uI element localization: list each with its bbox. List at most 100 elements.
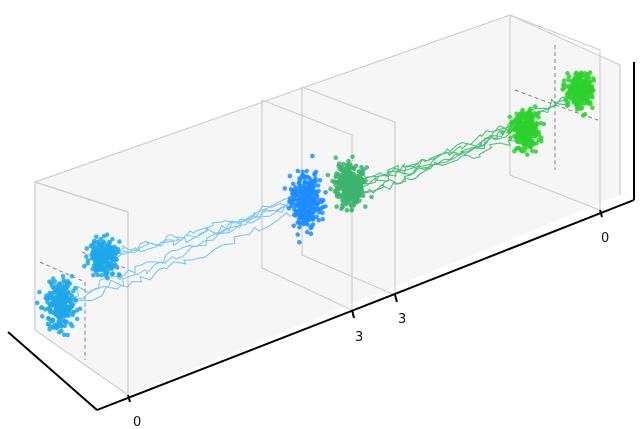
cluster-point-right-t3 <box>369 194 374 200</box>
cluster-point-right-t0-b <box>583 79 589 84</box>
cluster-point-left-t3 <box>323 190 328 195</box>
cluster-point-right-t3 <box>360 193 366 198</box>
cluster-point-left-t3 <box>308 231 314 236</box>
cluster-point-left-t0-b <box>112 262 118 267</box>
cluster-point-right-t0-a <box>511 127 517 132</box>
cluster-point-left-t0-b <box>102 248 108 254</box>
cluster-point-right-t0-a <box>518 147 524 153</box>
cluster-point-left-t0-a <box>63 313 68 319</box>
cluster-point-left-t3 <box>308 213 313 218</box>
cluster-point-right-t0-a <box>536 110 541 116</box>
cluster-point-left-t3 <box>306 184 312 189</box>
cluster-point-left-t3 <box>320 216 326 222</box>
cluster-point-right-t3 <box>351 181 356 186</box>
cluster-point-left-t3 <box>314 214 319 220</box>
cluster-point-left-t3 <box>290 198 296 203</box>
cluster-point-left-t0-a <box>71 310 76 315</box>
cluster-point-right-t3 <box>340 181 346 186</box>
cluster-point-right-t0-a <box>524 152 530 157</box>
cluster-point-left-t0-b <box>110 236 115 242</box>
cluster-point-right-t0-a <box>534 121 540 126</box>
cluster-point-right-t3 <box>335 186 341 192</box>
cluster-point-left-t3 <box>291 223 297 229</box>
cluster-point-left-t0-b <box>89 242 95 248</box>
cluster-point-left-t0-a <box>65 278 71 284</box>
flow-path-right <box>347 93 582 190</box>
cluster-point-right-t0-a <box>530 141 536 146</box>
cluster-point-left-t3 <box>310 153 315 159</box>
cluster-point-left-t3 <box>294 192 299 198</box>
cluster-point-left-t3 <box>297 198 302 203</box>
cluster-point-left-t3 <box>300 169 305 175</box>
cluster-point-left-t0-b <box>93 250 99 255</box>
cluster-point-left-t3 <box>316 217 322 223</box>
cluster-point-left-t0-a <box>62 323 68 329</box>
cluster-point-left-t3 <box>303 179 309 185</box>
cluster-point-left-t0-a <box>53 306 59 311</box>
cluster-point-right-t0-a <box>530 148 535 154</box>
cluster-point-left-t3 <box>293 202 298 208</box>
cluster-point-right-t0-b <box>570 90 576 96</box>
cluster-point-right-t3 <box>340 165 345 170</box>
cluster-point-left-t3 <box>306 203 312 208</box>
cluster-point-right-t0-b <box>576 95 581 101</box>
dash-guide-right-h <box>554 104 599 121</box>
cluster-point-left-t3 <box>297 219 302 225</box>
cluster-point-right-t3 <box>355 187 360 193</box>
cluster-point-left-t3 <box>297 225 302 230</box>
cluster-point-right-t0-a <box>514 111 519 117</box>
cluster-point-left-t0-b <box>109 266 114 272</box>
tick-label-left-t0: 0 <box>133 415 141 429</box>
paths-right <box>347 90 582 198</box>
cluster-point-left-t0-b <box>116 272 122 277</box>
cluster-point-right-t0-b <box>582 71 588 76</box>
cluster-point-left-t3 <box>315 183 321 188</box>
cluster-point-left-t3 <box>290 181 296 187</box>
tick-right-t3 <box>394 294 398 303</box>
tick-label-right-t0: 0 <box>601 231 609 246</box>
cluster-point-left-t0-b <box>94 234 99 240</box>
cluster-point-right-t3 <box>344 208 350 213</box>
cluster-point-left-t0-a <box>45 321 51 327</box>
cluster-point-left-t0-a <box>60 294 65 300</box>
cluster-point-right-t0-b <box>564 91 570 97</box>
cluster-point-left-t3 <box>298 203 304 208</box>
cluster-point-right-t0-a <box>525 133 531 139</box>
cluster-point-right-t0-a <box>516 128 521 133</box>
cluster-point-right-t3 <box>359 165 364 170</box>
cluster-point-right-t0-a <box>533 149 539 154</box>
cluster-point-right-t0-b <box>564 84 570 89</box>
cluster-point-right-t3 <box>348 184 354 190</box>
dash-guide-left <box>39 261 86 360</box>
cluster-point-right-t0-b <box>561 82 566 88</box>
cluster-point-left-t0-b <box>104 232 110 237</box>
flow-path-left <box>93 201 306 261</box>
cluster-point-left-t0-a <box>56 330 62 335</box>
cluster-point-left-t3 <box>282 186 288 191</box>
cluster-point-left-t0-b <box>84 254 89 259</box>
cluster-point-left-t0-a <box>73 297 79 303</box>
cluster-point-right-t0-b <box>586 75 592 80</box>
cluster-point-right-t3 <box>336 172 342 177</box>
tick-label-left-t3: 3 <box>355 330 363 345</box>
cluster-point-right-t0-b <box>568 96 573 101</box>
cluster-point-left-t0-a <box>34 300 40 306</box>
cluster-point-left-t3 <box>295 168 301 174</box>
cluster-point-right-t0-a <box>539 139 544 144</box>
cluster-point-right-t3 <box>349 208 355 213</box>
cluster-point-right-t0-a <box>507 114 513 120</box>
flow-path-left <box>62 193 300 298</box>
cluster-point-left-t0-b <box>91 273 96 278</box>
cluster-point-left-t0-a <box>62 332 67 338</box>
floor-axes <box>7 62 635 411</box>
cluster-point-left-t0-b <box>103 255 109 260</box>
flow-path-right <box>349 128 521 179</box>
cluster-point-left-t0-a <box>71 288 76 294</box>
cluster-point-right-t3 <box>333 155 339 160</box>
cluster-point-right-t3 <box>363 204 368 209</box>
cluster-point-right-t3 <box>356 192 361 198</box>
cluster-point-left-t0-b <box>82 264 87 269</box>
cluster-point-left-t0-a <box>50 324 56 330</box>
flow-path-right <box>350 132 531 185</box>
cluster-point-right-t3 <box>360 171 365 177</box>
